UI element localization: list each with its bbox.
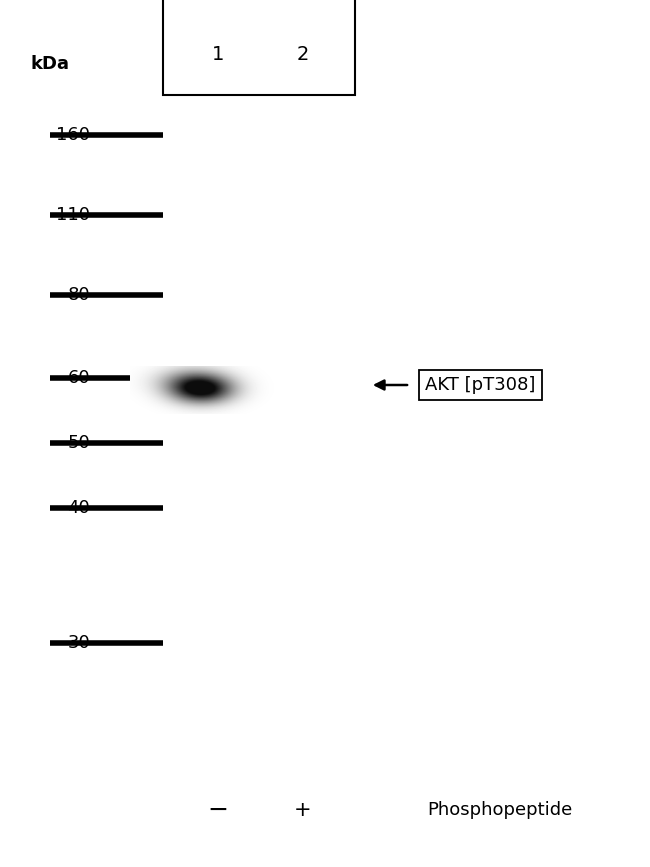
Text: 1: 1 — [212, 45, 224, 64]
Text: AKT [pT308]: AKT [pT308] — [425, 376, 536, 394]
Text: 40: 40 — [67, 499, 90, 517]
Text: 160: 160 — [56, 126, 90, 144]
Text: +: + — [294, 800, 312, 820]
Text: 50: 50 — [67, 434, 90, 452]
Text: −: − — [207, 798, 229, 822]
Bar — [163, 0, 355, 95]
Text: 30: 30 — [67, 634, 90, 652]
Text: 80: 80 — [68, 286, 90, 304]
Text: 60: 60 — [68, 369, 90, 387]
Text: kDa: kDa — [30, 55, 69, 73]
Text: Phosphopeptide: Phosphopeptide — [428, 801, 573, 819]
Text: 2: 2 — [297, 45, 309, 64]
Text: 110: 110 — [56, 206, 90, 224]
